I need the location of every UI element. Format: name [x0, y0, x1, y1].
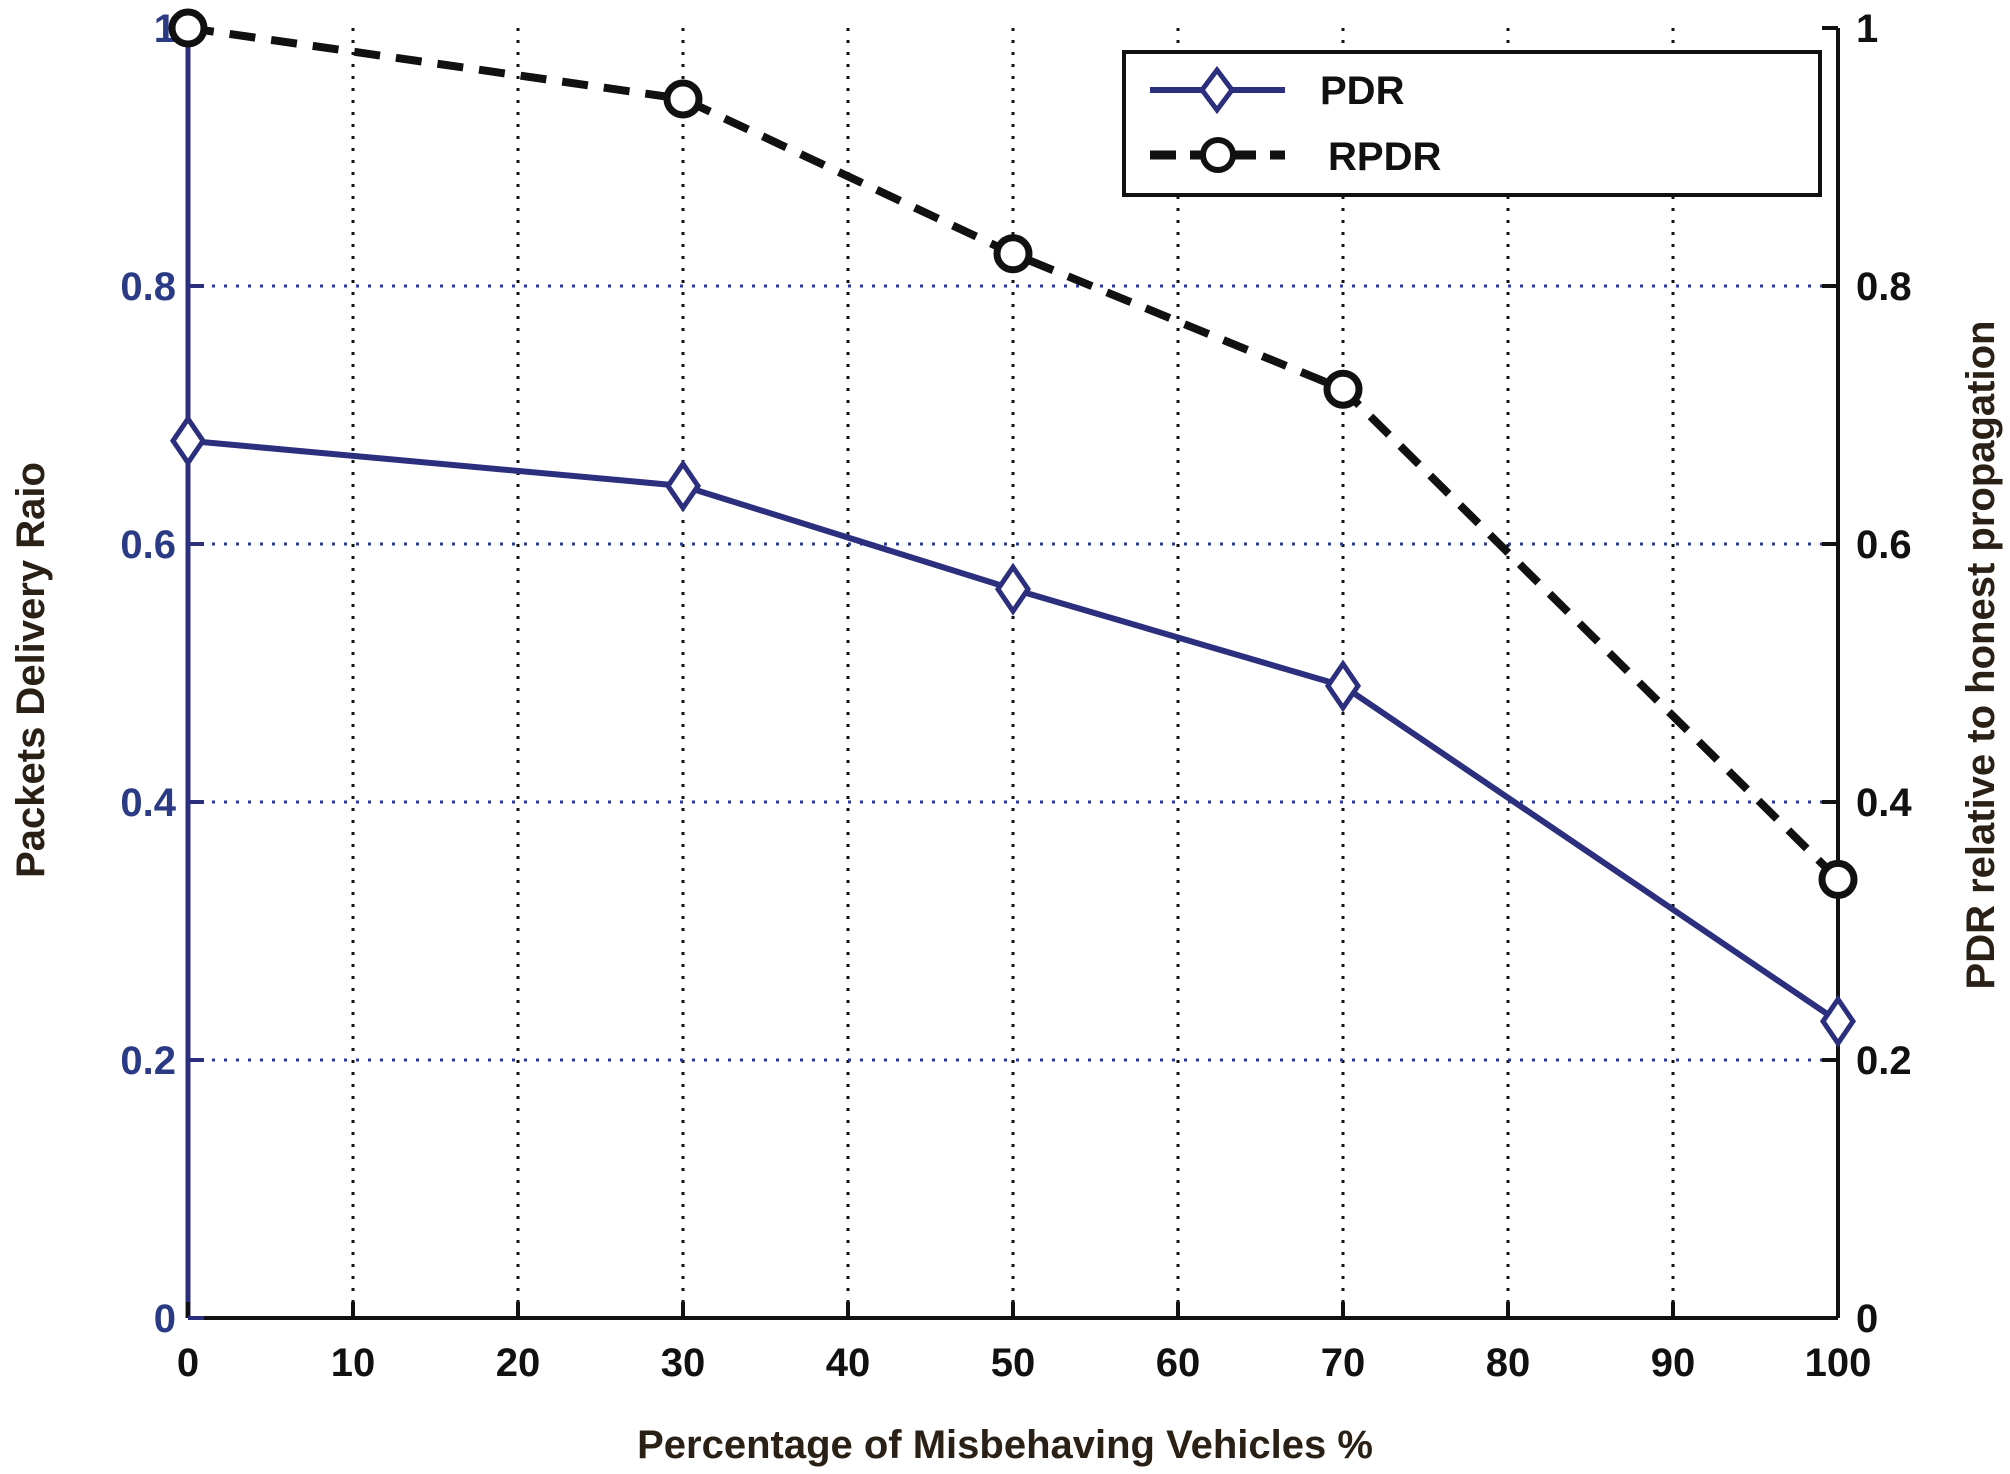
- x-tick-label: 50: [991, 1341, 1036, 1385]
- x-tick-label: 80: [1486, 1341, 1531, 1385]
- data-point-pdr: [1324, 659, 1362, 713]
- legend-label-pdr: PDR: [1320, 69, 1405, 113]
- x-tick-label: 90: [1651, 1341, 1696, 1385]
- x-tick-label: 40: [826, 1341, 871, 1385]
- y-tick-label-left: 0.8: [120, 265, 176, 309]
- y-tick-label-right: 0: [1856, 1297, 1878, 1341]
- data-point-rpdr: [1323, 369, 1363, 409]
- grid: [188, 28, 1838, 1318]
- y-tick-label-left: 0.4: [120, 781, 176, 825]
- legend: PDR RPDR: [1122, 50, 1822, 197]
- y-tick-label-left: 0: [154, 1297, 176, 1341]
- legend-pdr-diamond-marker: [1198, 65, 1236, 115]
- x-tick-label: 0: [177, 1341, 199, 1385]
- legend-box: [1122, 50, 1822, 197]
- series-line-pdr: [187, 437, 1840, 1024]
- series: [168, 8, 1858, 1048]
- y-tick-label-left: 0.2: [120, 1039, 176, 1083]
- legend-label-rpdr: RPDR: [1328, 135, 1441, 179]
- data-point-pdr: [994, 562, 1032, 616]
- data-point-pdr: [1819, 994, 1857, 1048]
- y-tick-label-left: 0.6: [120, 523, 176, 567]
- x-tick-label: 10: [331, 1341, 376, 1385]
- ticks: 0 10 20 30 40 50 60 70 80 90 10000.20.40.60.8100.2…: [120, 7, 1912, 1385]
- data-point-rpdr: [168, 8, 208, 48]
- y-tick-label-left: 1: [154, 7, 176, 51]
- y-tick-label-right: 0.2: [1856, 1039, 1912, 1083]
- x-tick-label: 100: [1805, 1341, 1872, 1385]
- y-tick-label-right: 1: [1856, 7, 1878, 51]
- data-point-rpdr: [1818, 859, 1858, 899]
- x-tick-label: 70: [1321, 1341, 1366, 1385]
- y-tick-label-right: 0.8: [1856, 265, 1912, 309]
- data-point-pdr: [664, 459, 702, 513]
- data-point-rpdr: [993, 234, 1033, 274]
- y-tick-label-right: 0.4: [1856, 781, 1912, 825]
- legend-rpdr-circle-marker: [1200, 137, 1236, 173]
- data-point-pdr: [169, 414, 207, 468]
- data-point-rpdr: [663, 79, 703, 119]
- y-axis-title-right: PDR relative to honest propagation: [1959, 321, 2003, 990]
- x-axis-title: Percentage of Misbehaving Vehicles %: [637, 1423, 1373, 1467]
- x-tick-label: 60: [1156, 1341, 1201, 1385]
- y-axis-title-left: Packets Delivery Raio: [9, 462, 53, 878]
- x-tick-label: 30: [661, 1341, 706, 1385]
- y-tick-label-right: 0.6: [1856, 523, 1912, 567]
- x-tick-label: 20: [496, 1341, 541, 1385]
